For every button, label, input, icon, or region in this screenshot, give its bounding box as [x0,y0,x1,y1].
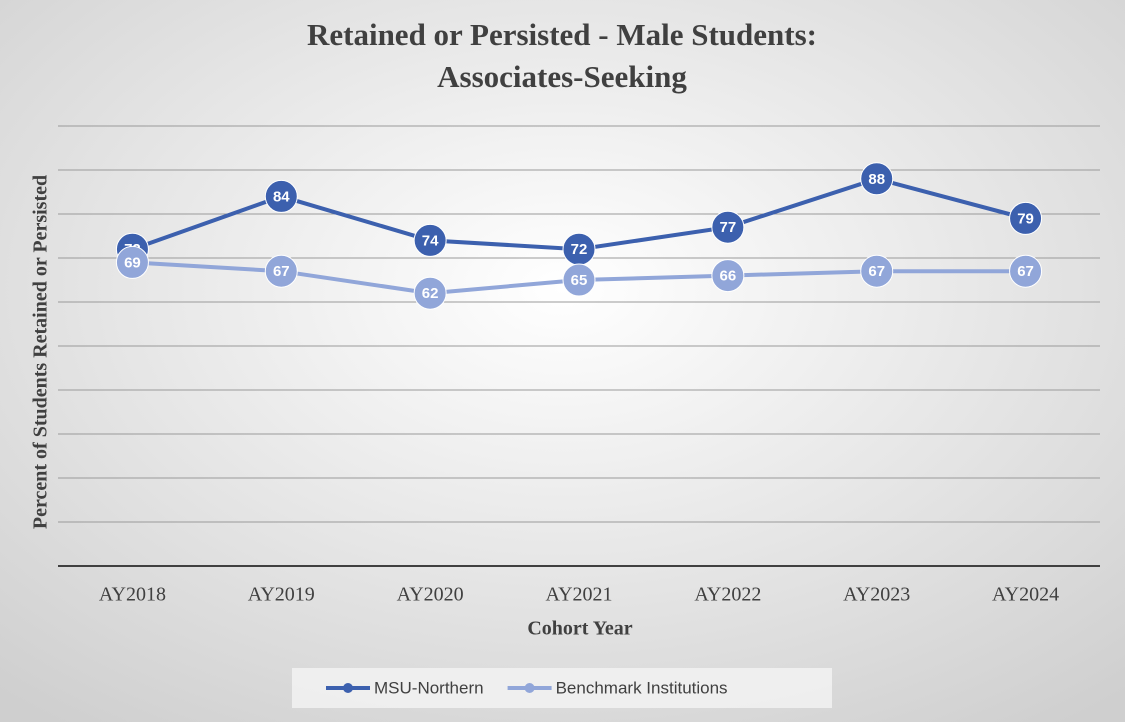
data-point [860,254,894,288]
data-label: 65 [571,272,588,289]
x-tick-label: AY2020 [397,584,464,606]
data-label: 72 [571,241,588,258]
chart-subtitle: Associates-Seeking [437,59,687,94]
x-axis-title: Cohort Year [527,618,632,640]
data-point [413,276,447,310]
data-label: 77 [720,219,737,236]
legend: MSU-Northern Benchmark Institutions [326,678,728,697]
legend-label: MSU-Northern [374,678,484,697]
data-label: 74 [422,232,439,249]
data-label: 62 [422,285,439,302]
data-point [264,254,298,288]
x-tick-label: AY2018 [99,584,166,606]
data-point [413,223,447,257]
data-label: 67 [1017,263,1034,280]
legend-marker [524,683,535,693]
data-point [711,210,745,244]
x-tick-label: AY2019 [248,584,315,606]
data-point [562,263,596,297]
x-tick-label: AY2023 [843,584,910,606]
chart-title: Retained or Persisted - Male Students: [307,17,817,52]
data-label: 84 [273,188,290,205]
legend-box [292,668,832,708]
y-axis-title: Percent of Students Retained or Persiste… [30,175,52,529]
legend-marker [343,683,353,693]
x-tick-label: AY2024 [992,584,1059,606]
legend-label: Benchmark Institutions [556,678,728,697]
data-point [1009,254,1043,288]
data-label: 66 [720,268,737,285]
data-label: 79 [1017,210,1034,227]
x-tick-label: AY2021 [545,584,612,606]
data-label: 88 [868,171,885,188]
data-point [264,179,298,213]
data-label: 67 [868,263,885,280]
data-label: 69 [124,254,141,271]
x-tick-label: AY2022 [694,584,761,606]
data-point [1009,201,1043,235]
data-point [711,259,745,293]
data-label: 67 [273,263,290,280]
data-point [115,245,149,279]
data-point [860,162,894,196]
